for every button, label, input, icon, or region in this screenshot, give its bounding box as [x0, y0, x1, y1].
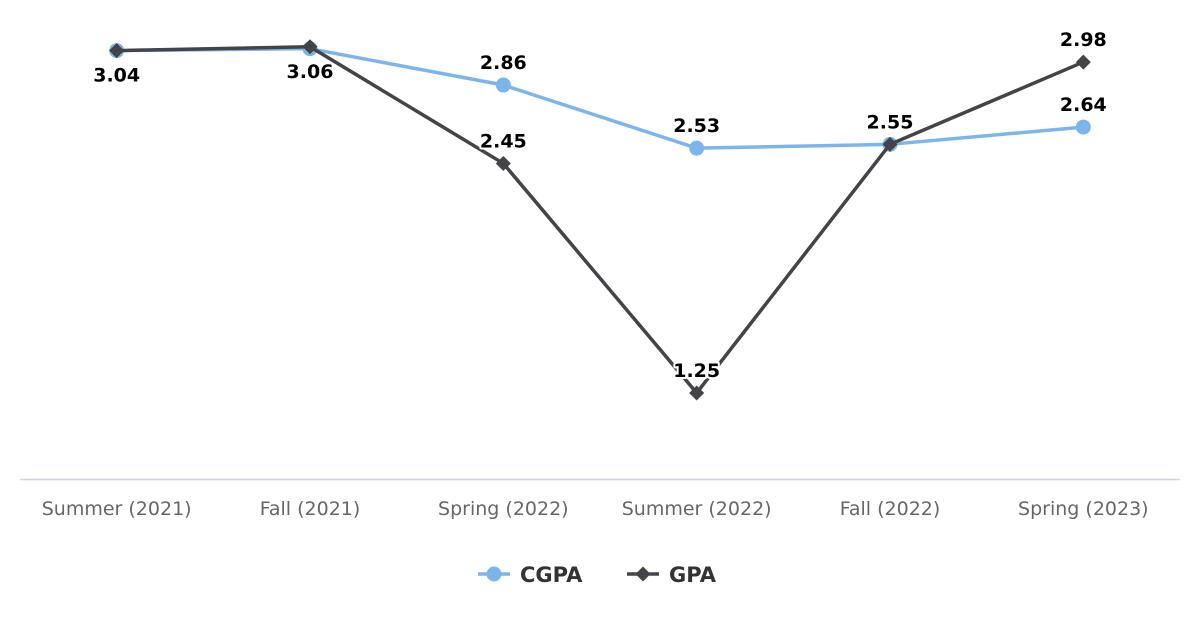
legend-label: CGPA	[520, 563, 583, 587]
cgpa-point	[1075, 119, 1091, 135]
data-labels: 2.86 2.53 2.64 3.04 3.06 2.45 1.25 2.55 2.98	[91, 27, 1109, 384]
x-axis-ticks: Summer (2021) Fall (2021) Spring (2022) Sum…	[42, 498, 1149, 520]
x-tick-label: Spring (2023)	[1018, 498, 1149, 520]
legend-marker	[635, 566, 651, 582]
legend: CGPA GPA	[478, 563, 717, 587]
cgpa-point	[495, 77, 511, 93]
legend-marker	[486, 566, 502, 582]
legend-label: GPA	[669, 563, 717, 587]
data-label: 3.04	[93, 65, 140, 87]
gpa-line	[114, 45, 1086, 395]
data-label: 2.98	[1060, 29, 1107, 51]
gpa-point	[882, 136, 898, 152]
x-tick-label: Summer (2022)	[622, 498, 772, 520]
gpa-point	[109, 43, 125, 59]
gpa-point	[495, 155, 511, 171]
data-label: 2.64	[1060, 94, 1107, 116]
legend-item-gpa: GPA	[627, 563, 717, 587]
gpa-point	[302, 39, 318, 55]
series-gpa	[109, 39, 1091, 401]
x-tick-label: Fall (2022)	[840, 498, 941, 520]
gpa-point	[1075, 54, 1091, 70]
x-tick-label: Spring (2022)	[438, 498, 569, 520]
legend-item-cgpa: CGPA	[478, 563, 583, 587]
data-label: 3.06	[287, 61, 334, 83]
data-label: 2.45	[480, 130, 527, 152]
cgpa-point	[689, 140, 705, 156]
data-label: 2.53	[673, 115, 720, 137]
x-tick-label: Fall (2021)	[260, 498, 361, 520]
data-label: 2.86	[480, 52, 527, 74]
series-cgpa	[109, 41, 1091, 156]
x-tick-label: Summer (2021)	[42, 498, 192, 520]
cgpa-line	[114, 46, 1086, 150]
series-layer	[109, 39, 1091, 401]
gpa-point	[689, 385, 705, 401]
data-label: 2.55	[867, 111, 914, 133]
data-label: 1.25	[673, 360, 720, 382]
